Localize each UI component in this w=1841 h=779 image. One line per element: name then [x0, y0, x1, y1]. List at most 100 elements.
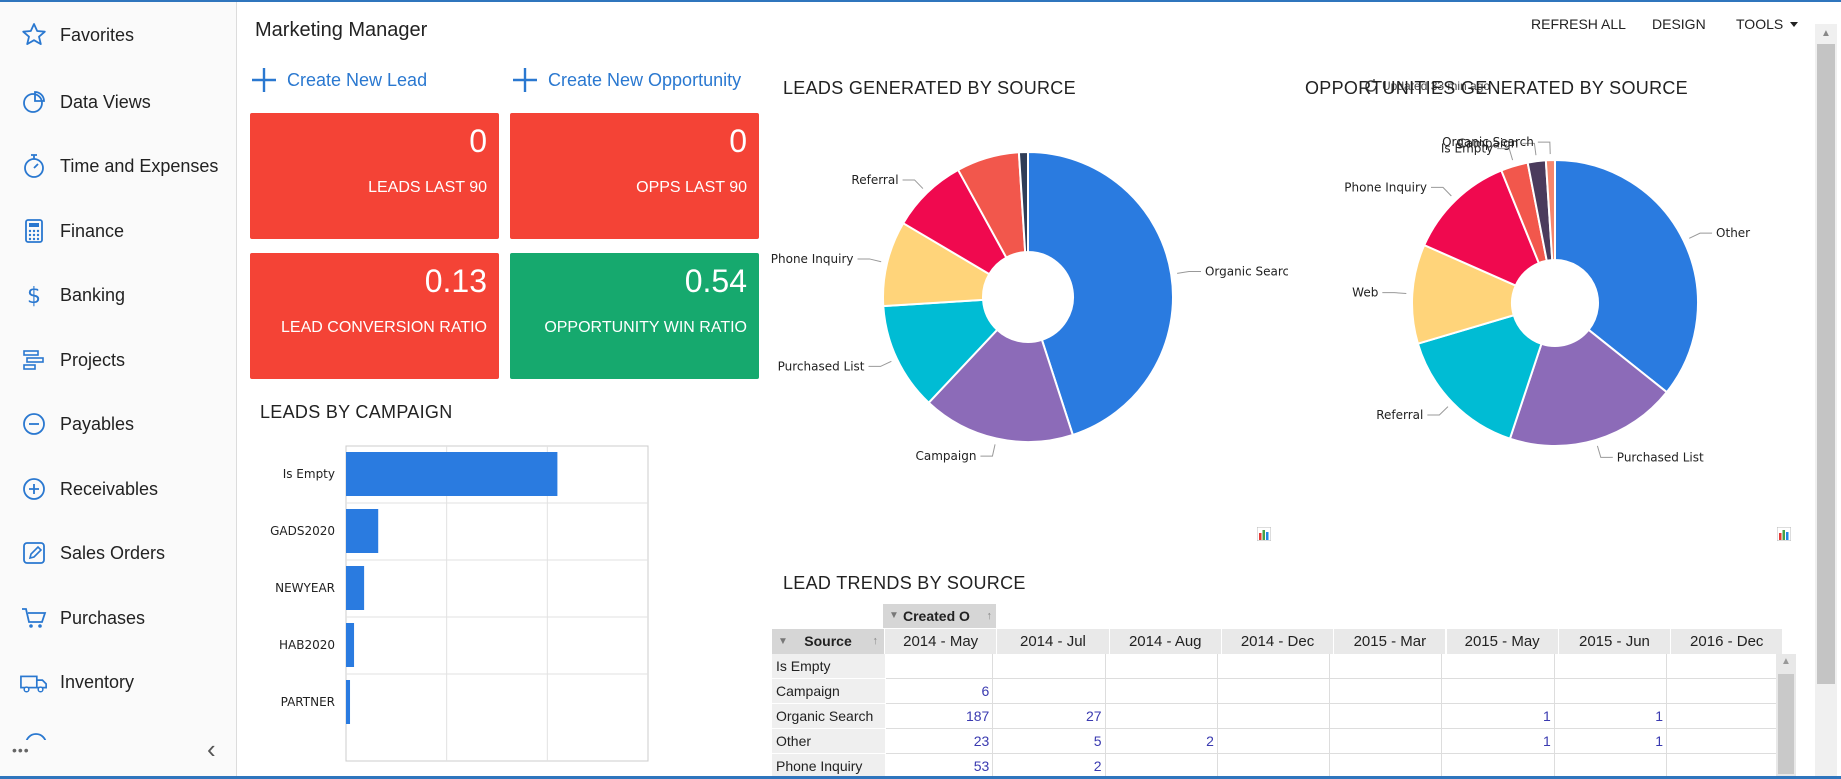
table-cell[interactable]: 1	[1559, 704, 1668, 729]
column-header[interactable]: 2015 - Mar	[1334, 629, 1447, 654]
sidebar-item-inventory[interactable]: Inventory	[0, 657, 236, 707]
table-cell[interactable]	[1222, 654, 1331, 679]
sidebar-item-data-views[interactable]: Data Views	[0, 77, 236, 127]
refresh-all-button[interactable]: REFRESH ALL	[1531, 16, 1626, 32]
table-cell[interactable]: 1	[1447, 729, 1555, 754]
table-cell[interactable]	[1671, 729, 1780, 754]
column-header[interactable]: 2014 - Aug	[1109, 629, 1222, 654]
chart-type-icon[interactable]	[1776, 526, 1792, 546]
table-cell[interactable]: 1	[1559, 729, 1668, 754]
column-group-header[interactable]: ▼ Created O ↑	[883, 604, 996, 628]
row-header[interactable]: ▼ Source ↑	[772, 629, 884, 654]
table-cell[interactable]	[1334, 654, 1443, 679]
sidebar-item-projects[interactable]: Projects	[0, 335, 236, 385]
table-cell[interactable]	[1447, 679, 1555, 704]
table-cell[interactable]	[1110, 679, 1218, 704]
bar[interactable]	[346, 623, 355, 667]
pie-slice[interactable]	[1422, 169, 1541, 287]
bar[interactable]	[346, 509, 379, 553]
table-cell[interactable]: 2	[1110, 729, 1218, 754]
table-cell[interactable]	[1559, 754, 1668, 776]
table-cell[interactable]	[997, 654, 1106, 679]
table-cell[interactable]	[1559, 654, 1668, 679]
table-cell[interactable]	[997, 679, 1106, 704]
page-scrollbar[interactable]: ▲	[1815, 24, 1837, 776]
filter-icon: ▼	[778, 636, 788, 647]
table-cell[interactable]: 1	[1447, 704, 1555, 729]
kpi-tile-opportunity-win-ratio[interactable]: 0.54 OPPORTUNITY WIN RATIO	[510, 253, 759, 379]
more-button[interactable]: •••	[12, 742, 30, 758]
bar[interactable]	[346, 680, 351, 724]
create-new-opportunity-link[interactable]: Create New Opportunity	[511, 66, 741, 94]
sidebar-item-purchases[interactable]: Purchases	[0, 593, 236, 643]
table-cell[interactable]	[1447, 654, 1555, 679]
table-cell[interactable]	[1447, 754, 1555, 776]
sidebar-item-time-and-expenses[interactable]: Time and Expenses	[0, 141, 236, 191]
table-cell[interactable]: 187	[885, 704, 994, 729]
pie-slice[interactable]	[1508, 328, 1669, 447]
table-cell[interactable]: 5	[997, 729, 1106, 754]
table-cell[interactable]: 53	[885, 754, 994, 776]
bar[interactable]	[346, 566, 365, 610]
table-cell[interactable]	[1334, 754, 1443, 776]
table-cell[interactable]	[1110, 754, 1218, 776]
column-header[interactable]: 2014 - Jul	[997, 629, 1110, 654]
sidebar-item-finance[interactable]: Finance	[0, 206, 236, 256]
table-cell[interactable]: 27	[997, 704, 1106, 729]
sidebar-item-payables[interactable]: Payables	[0, 399, 236, 449]
column-header[interactable]: 2015 - May	[1446, 629, 1559, 654]
sidebar-item-favorites[interactable]: Favorites	[0, 10, 236, 60]
pie-slice[interactable]	[1017, 152, 1029, 254]
slice-label: Is Empty	[1441, 142, 1493, 156]
pie-slice[interactable]	[1544, 158, 1556, 262]
pie-slice[interactable]	[1411, 243, 1517, 345]
table-cell[interactable]	[1559, 679, 1668, 704]
kpi-tile-leads-last-90[interactable]: 0 LEADS LAST 90	[250, 113, 499, 239]
chart-type-icon[interactable]	[1256, 526, 1272, 546]
sidebar-item-label: Sales Orders	[60, 542, 166, 563]
column-header[interactable]: 2014 - May	[885, 629, 998, 654]
slice-label: Referral	[1376, 408, 1423, 422]
kpi-tile-opps-last-90[interactable]: 0 OPPS LAST 90	[510, 113, 759, 239]
pie-slice[interactable]	[1027, 152, 1174, 437]
table-cell[interactable]	[1222, 679, 1331, 704]
kpi-label: LEAD CONVERSION RATIO	[281, 319, 487, 336]
table-cell[interactable]	[1334, 729, 1443, 754]
pie-slice[interactable]	[1416, 313, 1543, 440]
sidebar-item-label: Finance	[60, 220, 125, 241]
table-cell[interactable]	[1222, 754, 1331, 776]
table-cell[interactable]	[1671, 754, 1780, 776]
create-new-lead-link[interactable]: Create New Lead	[250, 66, 427, 94]
table-cell[interactable]	[1110, 704, 1218, 729]
table-cell[interactable]	[1222, 729, 1331, 754]
create-new-opportunity-label: Create New Opportunity	[548, 69, 742, 90]
pie-slice[interactable]	[1554, 158, 1699, 394]
refresh-icon	[1365, 79, 1377, 92]
table-cell[interactable]	[1671, 704, 1780, 729]
table-cell[interactable]	[1222, 704, 1331, 729]
sidebar-item-receivables[interactable]: Receivables	[0, 464, 236, 514]
kpi-value: 0	[729, 123, 747, 159]
table-cell[interactable]	[885, 654, 994, 679]
sidebar-item-banking[interactable]: $ Banking	[0, 270, 236, 320]
column-header[interactable]: 2014 - Dec	[1221, 629, 1335, 654]
table-cell[interactable]	[1334, 704, 1443, 729]
column-header[interactable]: 2015 - Jun	[1558, 629, 1672, 654]
table-cell[interactable]	[1110, 654, 1218, 679]
design-button[interactable]: DESIGN	[1652, 16, 1706, 32]
table-cell[interactable]	[1671, 679, 1780, 704]
table-cell[interactable]: 6	[885, 679, 994, 704]
column-header[interactable]: 2016 - Dec	[1671, 629, 1784, 654]
table-cell[interactable]: 2	[997, 754, 1106, 776]
minus-circle-icon	[20, 410, 48, 438]
tools-menu-button[interactable]: TOOLS	[1736, 16, 1799, 32]
table-cell[interactable]	[1671, 654, 1780, 679]
table-scrollbar[interactable]: ▲	[1776, 654, 1796, 776]
sidebar-item-sales-orders[interactable]: Sales Orders	[0, 528, 236, 578]
table-cell[interactable]: 23	[885, 729, 994, 754]
collapse-sidebar-button[interactable]: ‹	[207, 734, 216, 764]
bar[interactable]	[346, 452, 558, 496]
pie-slice[interactable]	[927, 328, 1075, 443]
table-cell[interactable]	[1334, 679, 1443, 704]
kpi-tile-lead-conversion-ratio[interactable]: 0.13 LEAD CONVERSION RATIO	[250, 253, 499, 379]
